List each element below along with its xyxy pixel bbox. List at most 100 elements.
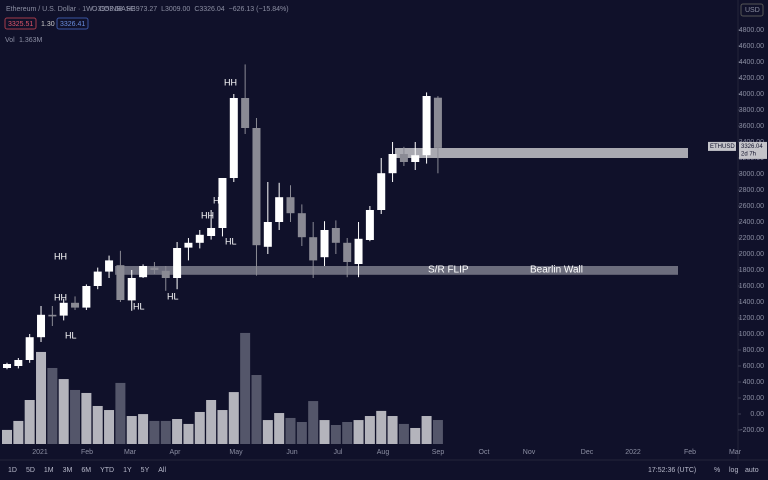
y-tick-label: 4200.00 — [739, 75, 764, 82]
volume-bar — [387, 416, 398, 444]
candle-body — [14, 360, 23, 366]
candle-body — [422, 96, 431, 156]
x-tick-label: Dec — [581, 449, 594, 456]
candle-body — [25, 337, 34, 360]
sell-button[interactable] — [4, 17, 37, 30]
x-tick-label: May — [229, 449, 243, 456]
annotation: HH — [54, 251, 67, 261]
y-tick-label: 4600.00 — [739, 43, 764, 50]
zone-label: Bearlin Wall — [530, 265, 583, 276]
volume-bar — [421, 416, 432, 444]
candle-body — [297, 213, 306, 238]
candle-body — [93, 271, 102, 286]
range-button[interactable]: 1M — [44, 467, 54, 474]
range-button[interactable]: 6M — [81, 467, 91, 474]
x-tick-label: Oct — [479, 449, 490, 456]
range-button[interactable]: All — [158, 467, 166, 474]
buy-price: 3326.41 — [60, 21, 85, 28]
y-tick-label: 400.00 — [743, 379, 765, 386]
ohlc-value: H3973.27 — [127, 6, 157, 13]
candle-body — [59, 302, 68, 316]
volume-bar — [104, 410, 115, 444]
volume-bar — [274, 413, 285, 444]
volume-bar — [194, 411, 205, 444]
sell-price: 3325.51 — [8, 21, 33, 28]
candle-body — [263, 222, 272, 247]
ohlc-value: O3953.68 — [92, 6, 123, 13]
y-tick-label: 2200.00 — [739, 235, 764, 242]
volume-bar — [364, 416, 375, 444]
y-tick-label: 1400.00 — [739, 299, 764, 306]
volume-bar — [410, 427, 421, 444]
volume-bar — [13, 420, 24, 444]
candle-body — [411, 155, 420, 162]
candle-body — [275, 197, 284, 222]
range-button[interactable]: 5D — [26, 467, 35, 474]
candle-body — [173, 248, 182, 278]
candle-body — [37, 314, 46, 338]
candle-body — [195, 234, 204, 243]
volume-bar — [81, 392, 92, 444]
symbol: Ethereum / U.S. Dollar · 1W · COINBASE — [6, 6, 135, 13]
x-tick-label: Sep — [432, 449, 445, 456]
candle-body — [161, 270, 170, 278]
candle-body — [207, 228, 216, 236]
x-tick-label: Mar — [124, 449, 137, 456]
y-tick-label: 3800.00 — [739, 107, 764, 114]
volume-bar — [183, 423, 194, 444]
annotation: HH — [201, 210, 214, 220]
volume-bar — [217, 410, 228, 444]
x-tick-label: 2022 — [625, 449, 641, 456]
ohlc-value: −626.13 (−15.84%) — [229, 6, 289, 13]
volume-bar — [206, 400, 217, 444]
candle-body — [229, 98, 238, 178]
volume-bar — [2, 429, 12, 444]
buy-button[interactable] — [56, 17, 89, 30]
volume-bar — [24, 400, 35, 444]
range-button[interactable]: 5Y — [141, 467, 150, 474]
candle-body — [331, 228, 340, 243]
scale-option[interactable]: auto — [745, 467, 759, 474]
volume-bar — [36, 351, 47, 444]
y-tick-label: 1600.00 — [739, 283, 764, 290]
volume-bar — [47, 367, 58, 444]
volume-bar — [330, 424, 341, 444]
candle-body — [3, 364, 11, 368]
range-button[interactable]: 3M — [63, 467, 73, 474]
volume-bar — [308, 401, 319, 444]
price-zone — [115, 266, 678, 275]
annotation: HL — [225, 236, 237, 246]
volume-bar — [285, 417, 296, 444]
x-tick-label: Apr — [170, 449, 182, 456]
candle-body — [105, 260, 114, 272]
range-button[interactable]: YTD — [100, 467, 114, 474]
volume-bar — [115, 382, 126, 444]
range-button[interactable]: 1Y — [123, 467, 132, 474]
volume-value: 1.363M — [19, 37, 43, 44]
annotation: HL — [133, 301, 145, 311]
range-button[interactable]: 1D — [8, 467, 17, 474]
volume-bar — [262, 420, 273, 444]
currency-button[interactable] — [740, 3, 764, 17]
y-tick-label: -200.00 — [740, 427, 764, 434]
x-tick-label: Aug — [377, 449, 390, 456]
y-tick-label: 2600.00 — [739, 203, 764, 210]
scale-option[interactable]: log — [729, 467, 738, 474]
y-tick-label: 1000.00 — [739, 331, 764, 338]
clock: 17:52:36 (UTC) — [648, 467, 696, 474]
x-tick-label: Mar — [729, 449, 742, 456]
y-tick-label: 4800.00 — [739, 27, 764, 34]
candle-body — [71, 302, 80, 308]
y-tick-label: 3600.00 — [739, 123, 764, 130]
y-tick-label: 0.00 — [750, 411, 764, 418]
volume-bar — [432, 420, 443, 444]
volume-bar — [138, 414, 149, 444]
spread: 1.30 — [41, 21, 55, 28]
candle-body — [139, 266, 148, 278]
y-tick-label: 1200.00 — [739, 315, 764, 322]
y-tick-label: 2000.00 — [739, 251, 764, 258]
candle-body — [388, 154, 397, 174]
scale-option[interactable]: % — [714, 467, 720, 474]
